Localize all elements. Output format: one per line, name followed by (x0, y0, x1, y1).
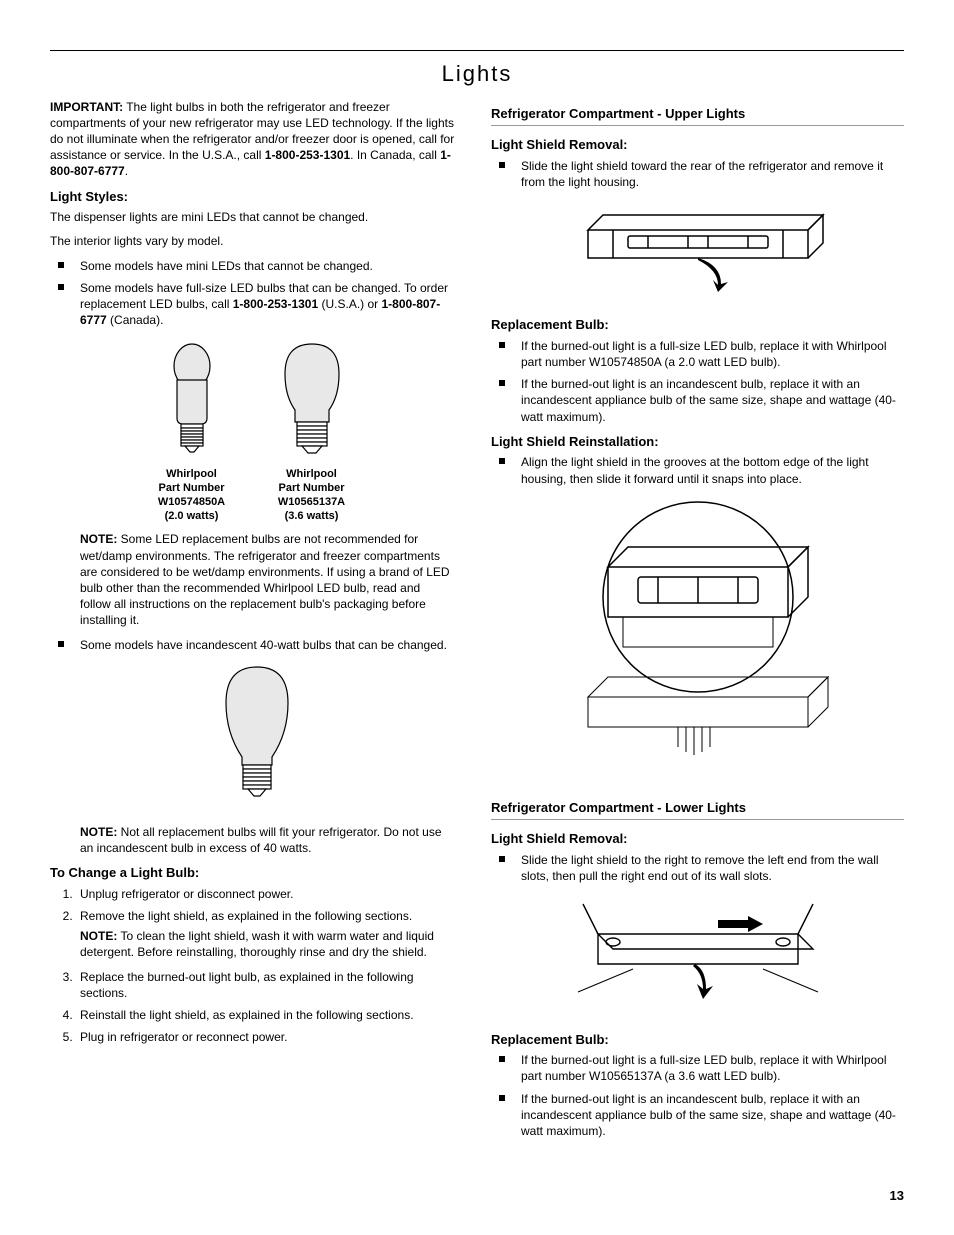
upper-replace-list: If the burned-out light is a full-size L… (491, 338, 904, 425)
note-1: NOTE: Some LED replacement bulbs are not… (80, 531, 453, 628)
important-text-2: . In Canada, call (350, 148, 440, 162)
upper-reinstall-heading: Light Shield Reinstallation: (491, 433, 904, 451)
bulb-right-caption: Whirlpool Part Number W10565137A (3.6 wa… (267, 468, 357, 523)
list-item: Some models have incandescent 40-watt bu… (76, 637, 463, 653)
list-item: If the burned-out light is an incandesce… (517, 1091, 904, 1140)
content-columns: IMPORTANT: The light bulbs in both the r… (50, 99, 904, 1147)
list-item: Some models have mini LEDs that cannot b… (76, 258, 463, 274)
upper-removal-list: Slide the light shield toward the rear o… (491, 158, 904, 190)
list-item: Align the light shield in the grooves at… (517, 454, 904, 486)
left-column: IMPORTANT: The light bulbs in both the r… (50, 99, 463, 1147)
lower-lights-heading: Refrigerator Compartment - Lower Lights (491, 799, 904, 821)
caption-line: (2.0 watts) (157, 510, 227, 524)
upper-lights-heading: Refrigerator Compartment - Upper Lights (491, 105, 904, 127)
list-text: (Canada). (107, 313, 164, 327)
shield-removal-diagram (568, 200, 828, 300)
caption-line: Part Number (267, 482, 357, 496)
phone-us: 1-800-253-1301 (265, 148, 350, 162)
list-item: Slide the light shield to the right to r… (517, 852, 904, 884)
lower-shield-diagram (553, 894, 843, 1014)
list-item: If the burned-out light is a full-size L… (517, 1052, 904, 1084)
list-item: If the burned-out light is an incandesce… (517, 376, 904, 425)
step-item: Reinstall the light shield, as explained… (76, 1007, 463, 1023)
note-label: NOTE: (80, 532, 117, 546)
page-title: Lights (50, 59, 904, 89)
light-styles-p1: The dispenser lights are mini LEDs that … (50, 209, 463, 225)
incandescent-figure (50, 663, 463, 812)
light-styles-list: Some models have mini LEDs that cannot b… (50, 258, 463, 329)
step-item: Plug in refrigerator or reconnect power. (76, 1029, 463, 1045)
note-text: Not all replacement bulbs will fit your … (80, 825, 442, 855)
upper-removal-heading: Light Shield Removal: (491, 136, 904, 154)
light-styles-p2: The interior lights vary by model. (50, 233, 463, 249)
list-text: (U.S.A.) or (318, 297, 381, 311)
step-item: Replace the burned-out light bulb, as ex… (76, 969, 463, 1001)
note-text: Some LED replacement bulbs are not recom… (80, 532, 450, 627)
list-item: Slide the light shield toward the rear o… (517, 158, 904, 190)
bulb-left: Whirlpool Part Number W10574850A (2.0 wa… (157, 340, 227, 523)
note-2: NOTE: Not all replacement bulbs will fit… (80, 824, 453, 856)
caption-line: Part Number (157, 482, 227, 496)
caption-line: Whirlpool (267, 468, 357, 482)
step-item: Remove the light shield, as explained in… (76, 908, 463, 961)
change-bulb-heading: To Change a Light Bulb: (50, 864, 463, 882)
incandescent-list: Some models have incandescent 40-watt bu… (50, 637, 463, 653)
bulb-figures: Whirlpool Part Number W10574850A (2.0 wa… (50, 340, 463, 523)
important-paragraph: IMPORTANT: The light bulbs in both the r… (50, 99, 463, 180)
note-label: NOTE: (80, 929, 117, 943)
upper-removal-figure (491, 200, 904, 304)
lower-replace-heading: Replacement Bulb: (491, 1031, 904, 1049)
top-divider (50, 50, 904, 51)
lower-removal-list: Slide the light shield to the right to r… (491, 852, 904, 884)
upper-replace-heading: Replacement Bulb: (491, 316, 904, 334)
step-item: Unplug refrigerator or disconnect power. (76, 886, 463, 902)
step-text: Remove the light shield, as explained in… (80, 909, 412, 923)
change-bulb-steps: Unplug refrigerator or disconnect power.… (50, 886, 463, 1046)
bulb-medium-icon (267, 340, 357, 460)
phone-us-2: 1-800-253-1301 (233, 297, 318, 311)
shield-reinstall-diagram (548, 497, 848, 777)
caption-line: W10574850A (157, 496, 227, 510)
note-text: To clean the light shield, wash it with … (80, 929, 434, 959)
lower-replace-list: If the burned-out light is a full-size L… (491, 1052, 904, 1139)
caption-line: (3.6 watts) (267, 510, 357, 524)
important-text-3: . (125, 164, 128, 178)
caption-line: W10565137A (267, 496, 357, 510)
caption-line: Whirlpool (157, 468, 227, 482)
bulb-right: Whirlpool Part Number W10565137A (3.6 wa… (267, 340, 357, 523)
list-item: If the burned-out light is a full-size L… (517, 338, 904, 370)
important-label: IMPORTANT: (50, 100, 123, 114)
light-styles-heading: Light Styles: (50, 188, 463, 206)
lower-removal-heading: Light Shield Removal: (491, 830, 904, 848)
step-note: NOTE: To clean the light shield, wash it… (80, 928, 463, 960)
list-item: Some models have full-size LED bulbs tha… (76, 280, 463, 329)
right-column: Refrigerator Compartment - Upper Lights … (491, 99, 904, 1147)
bulb-left-caption: Whirlpool Part Number W10574850A (2.0 wa… (157, 468, 227, 523)
upper-reinstall-figure (491, 497, 904, 781)
upper-reinstall-list: Align the light shield in the grooves at… (491, 454, 904, 486)
bulb-incandescent-icon (212, 663, 302, 808)
lower-removal-figure (491, 894, 904, 1018)
page-number: 13 (50, 1187, 904, 1205)
bulb-small-icon (157, 340, 227, 460)
note-label: NOTE: (80, 825, 117, 839)
